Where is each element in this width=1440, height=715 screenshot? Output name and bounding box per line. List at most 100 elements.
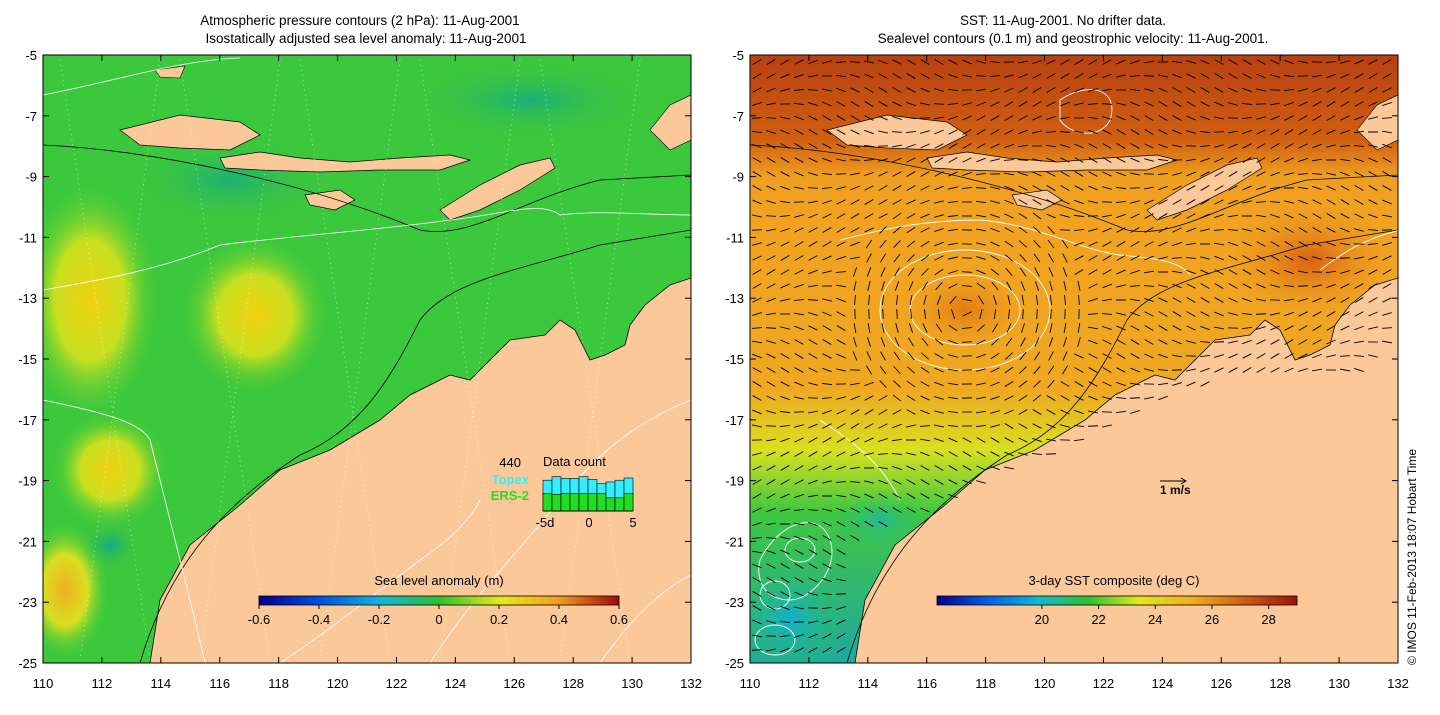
left-lat-tick-label: -15 xyxy=(18,352,37,367)
velocity-arrow xyxy=(1037,309,1038,319)
left-title-line2: Isostatically adjusted sea level anomaly… xyxy=(206,31,527,46)
left-lon-tick-label: 124 xyxy=(445,676,467,691)
data-count-value: 440 xyxy=(499,455,521,470)
sla-colorbar-tick-label: 0.4 xyxy=(550,612,568,627)
right-title-line1: SST: 11-Aug-2001. No drifter data. xyxy=(960,13,1166,28)
right-lon-tick-label: 124 xyxy=(1152,676,1174,691)
left-low-south xyxy=(80,520,140,570)
sla-colorbar-tick-label: 0.2 xyxy=(490,612,508,627)
data-count-bar-ers2 xyxy=(543,493,552,511)
sst-colorbar-label: 3-day SST composite (deg C) xyxy=(1029,573,1200,588)
right-lat-tick-label: -7 xyxy=(732,109,744,124)
velocity-arrow xyxy=(766,216,776,217)
left-lon-tick-label: 122 xyxy=(386,676,408,691)
data-count-bar-ers2 xyxy=(552,494,561,511)
right-lon-tick-label: 118 xyxy=(975,676,996,691)
left-lon-tick-label: 118 xyxy=(268,676,289,691)
left-map-area: Data count 440 Topex ERS-2 -5d 0 5 Sea l… xyxy=(20,55,691,663)
right-lat-tick-label: -21 xyxy=(725,534,744,549)
left-lon-tick-label: 112 xyxy=(92,676,113,691)
velocity-legend-label: 1 m/s xyxy=(1160,483,1191,497)
data-count-bar-ers2 xyxy=(579,493,588,511)
velocity-arrow xyxy=(962,272,972,273)
data-count-title: Data count xyxy=(543,454,606,469)
right-lon-tick-label: 126 xyxy=(1210,676,1232,691)
left-lat-tick-label: -21 xyxy=(18,534,37,549)
data-count-tick-start: -5d xyxy=(536,515,555,530)
left-lat-tick-label: -23 xyxy=(18,595,37,610)
left-lat-tick-label: -17 xyxy=(18,413,37,428)
right-lat-tick-label: -9 xyxy=(732,170,744,185)
sst-colorbar-tick-label: 28 xyxy=(1261,612,1275,627)
imos-credit: © IMOS 11-Feb-2013 18:07 Hobart Time xyxy=(1405,449,1419,665)
data-count-series-topex: Topex xyxy=(492,472,530,487)
right-lat-tick-label: -15 xyxy=(725,352,744,367)
left-low-northeast xyxy=(400,60,660,140)
left-lon-tick-label: 110 xyxy=(33,676,54,691)
right-lat-tick-label: -5 xyxy=(732,48,744,63)
data-count-bar-ers2 xyxy=(624,493,633,511)
data-count-bar-ers2 xyxy=(615,498,624,511)
sla-colorbar-tick-label: -0.6 xyxy=(248,612,270,627)
data-count-bars xyxy=(543,477,633,511)
right-lat-tick-label: -13 xyxy=(725,291,744,306)
left-map-panel: Atmospheric pressure contours (2 hPa): 1… xyxy=(20,13,691,663)
right-lon-tick-label: 130 xyxy=(1328,676,1350,691)
data-count-bar-ers2 xyxy=(570,493,579,511)
right-lat-tick-label: -17 xyxy=(725,413,744,428)
right-title-line2: Sealevel contours (0.1 m) and geostrophi… xyxy=(878,31,1269,46)
right-lon-tick-label: 110 xyxy=(740,676,761,691)
right-lat-tick-label: -23 xyxy=(725,595,744,610)
right-lat-tick-label: -19 xyxy=(725,474,744,489)
velocity-arrow xyxy=(962,342,972,343)
left-lon-tick-label: 126 xyxy=(503,676,525,691)
left-lon-tick-label: 116 xyxy=(209,676,230,691)
right-lon-tick-label: 116 xyxy=(916,676,937,691)
sla-colorbar-tick-label: -0.2 xyxy=(368,612,390,627)
right-map-panel: SST: 11-Aug-2001. No drifter data. Seale… xyxy=(730,13,1400,680)
velocity-arrow xyxy=(934,104,944,105)
velocity-legend: 1 m/s xyxy=(1160,478,1191,497)
data-count-bar-ers2 xyxy=(597,493,606,511)
right-lon-tick-label: 114 xyxy=(857,676,878,691)
left-lon-tick-label: 128 xyxy=(562,676,584,691)
left-lat-tick-label: -7 xyxy=(25,109,37,124)
velocity-arrow xyxy=(897,309,898,319)
sla-colorbar-tick-label: 0.6 xyxy=(610,612,628,627)
sla-colorbar-label: Sea level anomaly (m) xyxy=(374,573,503,588)
left-lon-tick-label: 120 xyxy=(327,676,349,691)
sla-colorbar-ramp xyxy=(259,596,619,605)
data-count-bar-ers2 xyxy=(561,493,570,511)
right-warm-eddy xyxy=(895,265,1035,355)
sst-colorbar-tick-label: 20 xyxy=(1035,612,1049,627)
left-eddy-west xyxy=(20,180,160,420)
left-lat-tick-label: -25 xyxy=(18,656,37,671)
data-count-series-ers2: ERS-2 xyxy=(491,488,529,503)
velocity-arrow xyxy=(892,132,902,133)
left-lon-tick-label: 130 xyxy=(621,676,643,691)
sst-colorbar-tick-label: 26 xyxy=(1205,612,1219,627)
sst-colorbar-tick-label: 22 xyxy=(1091,612,1105,627)
left-eddy-south xyxy=(50,410,170,530)
left-lon-tick-label: 114 xyxy=(150,676,171,691)
data-count-tick-end: 5 xyxy=(629,515,636,530)
left-title-line1: Atmospheric pressure contours (2 hPa): 1… xyxy=(200,13,519,28)
velocity-arrow xyxy=(850,160,860,161)
sla-colorbar-tick-label: -0.4 xyxy=(308,612,330,627)
sst-colorbar-ramp xyxy=(937,596,1297,605)
left-lat-tick-label: -11 xyxy=(19,230,37,245)
right-lat-tick-label: -25 xyxy=(725,656,744,671)
velocity-arrow xyxy=(976,76,986,77)
right-lon-tick-label: 120 xyxy=(1034,676,1056,691)
right-cool-southwest xyxy=(730,560,850,680)
right-lon-tick-label: 132 xyxy=(1387,676,1409,691)
left-lat-tick-label: -9 xyxy=(25,170,37,185)
data-count-tick-mid: 0 xyxy=(585,515,592,530)
left-lat-tick-label: -5 xyxy=(25,48,37,63)
right-lon-tick-label: 128 xyxy=(1269,676,1291,691)
right-lon-tick-label: 112 xyxy=(799,676,820,691)
velocity-arrow xyxy=(808,188,818,189)
left-lat-tick-label: -19 xyxy=(18,474,37,489)
